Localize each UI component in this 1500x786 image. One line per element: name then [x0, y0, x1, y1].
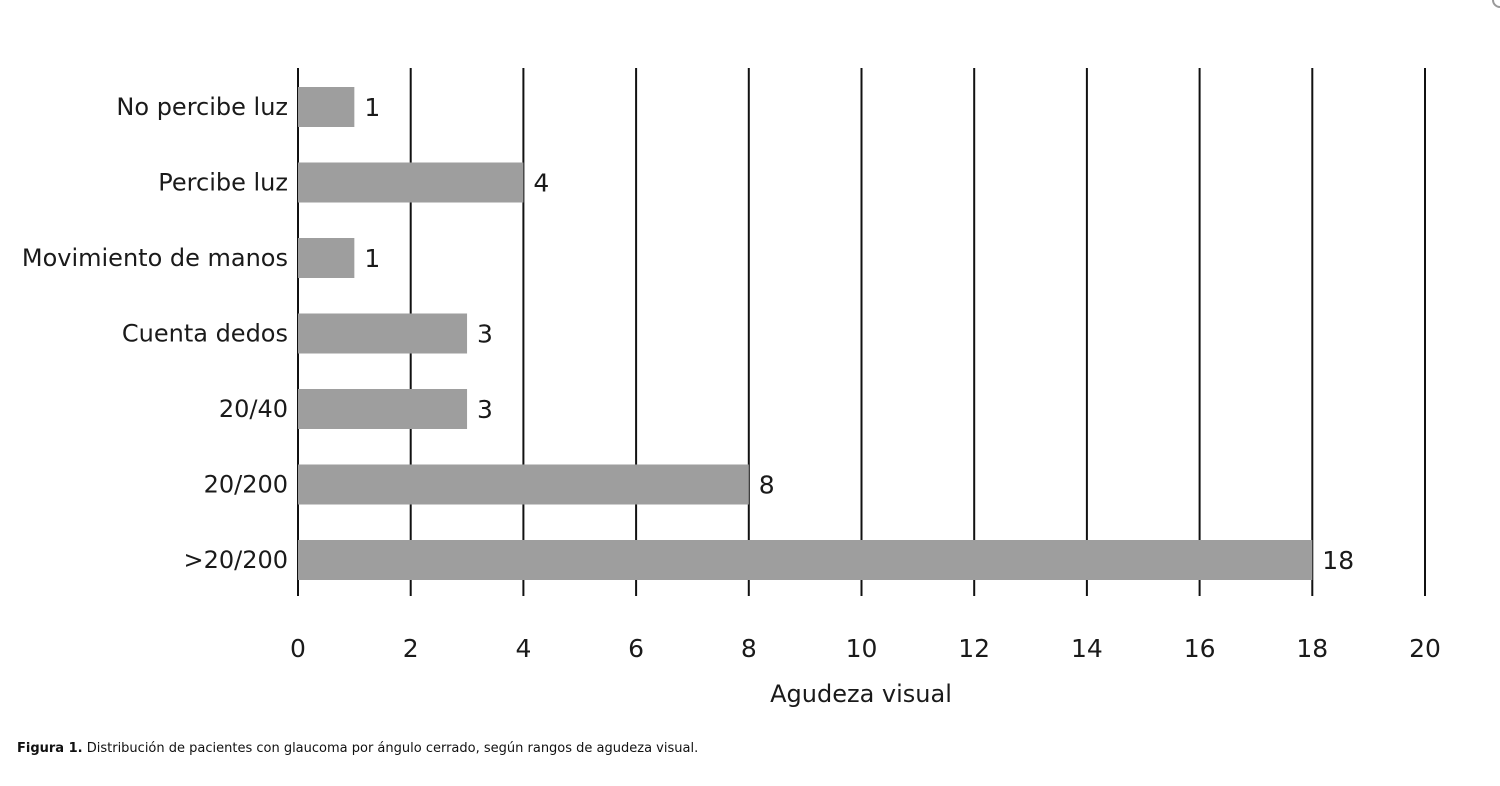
category-label: Cuenta dedos [122, 320, 288, 348]
bars [298, 87, 1313, 580]
category-label: 20/200 [204, 471, 288, 499]
x-tick-label: 16 [1184, 634, 1216, 663]
bar [298, 238, 355, 278]
bar [298, 313, 468, 354]
x-tick-label: 2 [403, 634, 419, 663]
category-label: 20/40 [219, 395, 288, 423]
caption-text: Distribución de pacientes con glaucoma p… [82, 741, 699, 756]
x-tick-label: 14 [1071, 634, 1103, 663]
category-label: Movimiento de manos [22, 244, 288, 272]
x-tick-label: 10 [846, 634, 878, 663]
corner-circle-icon [1492, 0, 1500, 8]
value-labels: 1 4 1 3 3 8 18 [364, 93, 1354, 575]
category-label: >20/200 [183, 546, 288, 574]
x-tick-label: 4 [515, 634, 531, 663]
category-label: Percibe luz [158, 169, 288, 197]
x-tick-label: 20 [1409, 634, 1441, 663]
category-label: No percibe luz [116, 93, 288, 121]
bar [298, 389, 468, 429]
data-label: 8 [759, 471, 775, 500]
category-labels: No percibe luz Percibe luz Movimiento de m… [22, 93, 288, 574]
bar [298, 464, 749, 505]
x-tick-labels: 0 2 4 6 8 10 12 14 16 18 20 [290, 634, 1441, 663]
x-tick-label: 12 [958, 634, 990, 663]
data-label: 1 [364, 93, 380, 122]
x-tick-label: 6 [628, 634, 644, 663]
data-label: 1 [364, 244, 380, 273]
x-tick-label: 18 [1296, 634, 1328, 663]
data-label: 4 [533, 169, 549, 198]
bar [298, 87, 355, 127]
bar [298, 540, 1313, 580]
x-tick-label: 8 [741, 634, 757, 663]
bar [298, 162, 524, 203]
caption-lead: Figura 1. [17, 741, 83, 756]
grid-lines [297, 68, 1426, 596]
data-label: 3 [477, 395, 493, 424]
figure-caption: Figura 1. Distribución de pacientes con … [17, 741, 698, 756]
x-tick-label: 0 [290, 634, 306, 663]
x-axis-title: Agudeza visual [770, 680, 952, 708]
data-label: 3 [477, 320, 493, 349]
data-label: 18 [1322, 546, 1354, 575]
